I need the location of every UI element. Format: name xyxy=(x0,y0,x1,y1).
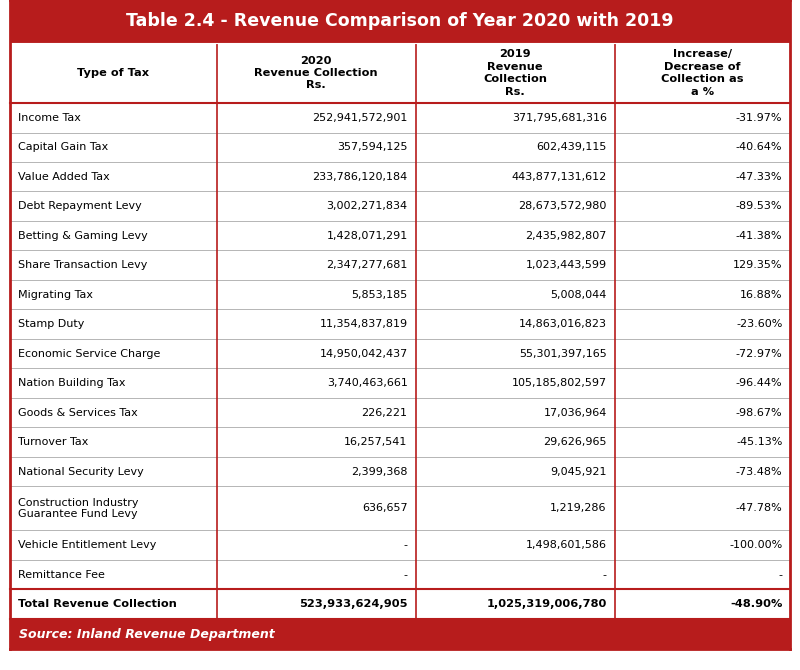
Text: -40.64%: -40.64% xyxy=(736,142,782,152)
Text: Share Transaction Levy: Share Transaction Levy xyxy=(18,260,147,270)
Text: -: - xyxy=(404,540,408,550)
Text: -73.48%: -73.48% xyxy=(736,467,782,477)
Text: -45.13%: -45.13% xyxy=(736,438,782,448)
Bar xyxy=(10,162,790,192)
Text: Migrating Tax: Migrating Tax xyxy=(18,289,93,299)
Text: Capital Gain Tax: Capital Gain Tax xyxy=(18,142,108,152)
Text: Goods & Services Tax: Goods & Services Tax xyxy=(18,408,138,418)
Text: 5,008,044: 5,008,044 xyxy=(550,289,606,299)
Text: 371,795,681,316: 371,795,681,316 xyxy=(512,113,606,123)
Text: Vehicle Entitlement Levy: Vehicle Entitlement Levy xyxy=(18,540,156,550)
Bar xyxy=(10,620,790,649)
Text: -: - xyxy=(602,570,606,580)
Text: 226,221: 226,221 xyxy=(362,408,408,418)
Text: 5,853,185: 5,853,185 xyxy=(351,289,408,299)
Text: 252,941,572,901: 252,941,572,901 xyxy=(312,113,408,123)
Bar xyxy=(10,590,790,620)
Bar xyxy=(10,339,790,368)
Text: 602,439,115: 602,439,115 xyxy=(536,142,606,152)
Text: -47.78%: -47.78% xyxy=(736,503,782,513)
Bar xyxy=(10,0,790,43)
Text: 2,347,277,681: 2,347,277,681 xyxy=(326,260,408,270)
Text: -98.67%: -98.67% xyxy=(736,408,782,418)
Text: -100.00%: -100.00% xyxy=(729,540,782,550)
Text: -41.38%: -41.38% xyxy=(736,230,782,241)
Bar xyxy=(10,43,790,103)
Bar xyxy=(10,221,790,251)
Bar xyxy=(10,280,790,310)
Bar xyxy=(10,398,790,427)
Text: Value Added Tax: Value Added Tax xyxy=(18,172,110,182)
Text: 16,257,541: 16,257,541 xyxy=(344,438,408,448)
Bar xyxy=(10,369,790,398)
Text: 29,626,965: 29,626,965 xyxy=(543,438,606,448)
Text: 2,435,982,807: 2,435,982,807 xyxy=(526,230,606,241)
Text: 9,045,921: 9,045,921 xyxy=(550,467,606,477)
Text: Type of Tax: Type of Tax xyxy=(77,68,149,78)
Text: 2019
Revenue
Collection
Rs.: 2019 Revenue Collection Rs. xyxy=(483,50,547,96)
Bar xyxy=(10,560,790,590)
Text: 636,657: 636,657 xyxy=(362,503,408,513)
Text: 16.88%: 16.88% xyxy=(740,289,782,299)
Text: Source: Inland Revenue Department: Source: Inland Revenue Department xyxy=(19,628,275,641)
Text: Stamp Duty: Stamp Duty xyxy=(18,319,84,329)
Bar xyxy=(10,310,790,339)
Text: 17,036,964: 17,036,964 xyxy=(543,408,606,418)
Text: -89.53%: -89.53% xyxy=(736,201,782,211)
Bar xyxy=(10,427,790,457)
Bar xyxy=(10,486,790,531)
Text: -48.90%: -48.90% xyxy=(730,600,782,610)
Text: 28,673,572,980: 28,673,572,980 xyxy=(518,201,606,211)
Text: 2,399,368: 2,399,368 xyxy=(351,467,408,477)
Text: 3,740,463,661: 3,740,463,661 xyxy=(326,379,408,388)
Text: Table 2.4 - Revenue Comparison of Year 2020 with 2019: Table 2.4 - Revenue Comparison of Year 2… xyxy=(126,13,674,31)
Text: 11,354,837,819: 11,354,837,819 xyxy=(319,319,408,329)
Text: 1,219,286: 1,219,286 xyxy=(550,503,606,513)
Text: 105,185,802,597: 105,185,802,597 xyxy=(511,379,606,388)
Text: Turnover Tax: Turnover Tax xyxy=(18,438,88,448)
Text: Economic Service Charge: Economic Service Charge xyxy=(18,349,160,358)
Text: -96.44%: -96.44% xyxy=(736,379,782,388)
Text: 523,933,624,905: 523,933,624,905 xyxy=(299,600,408,610)
Text: 3,002,271,834: 3,002,271,834 xyxy=(326,201,408,211)
Bar xyxy=(10,457,790,486)
Text: -23.60%: -23.60% xyxy=(736,319,782,329)
Text: Construction Industry
Guarantee Fund Levy: Construction Industry Guarantee Fund Lev… xyxy=(18,498,138,519)
Text: 1,025,319,006,780: 1,025,319,006,780 xyxy=(486,600,606,610)
Text: Betting & Gaming Levy: Betting & Gaming Levy xyxy=(18,230,147,241)
Text: Nation Building Tax: Nation Building Tax xyxy=(18,379,125,388)
Text: Remittance Fee: Remittance Fee xyxy=(18,570,105,580)
Text: 14,950,042,437: 14,950,042,437 xyxy=(319,349,408,358)
Text: 2020
Revenue Collection
Rs.: 2020 Revenue Collection Rs. xyxy=(254,56,378,90)
Bar xyxy=(10,192,790,221)
Text: -72.97%: -72.97% xyxy=(736,349,782,358)
Bar xyxy=(10,531,790,560)
Text: Increase/
Decrease of
Collection as
a %: Increase/ Decrease of Collection as a % xyxy=(662,50,744,96)
Bar xyxy=(10,103,790,133)
Text: 14,863,016,823: 14,863,016,823 xyxy=(518,319,606,329)
Bar xyxy=(10,251,790,280)
Text: 357,594,125: 357,594,125 xyxy=(337,142,408,152)
Text: Income Tax: Income Tax xyxy=(18,113,81,123)
Text: -31.97%: -31.97% xyxy=(736,113,782,123)
Text: Total Revenue Collection: Total Revenue Collection xyxy=(18,600,177,610)
Text: 233,786,120,184: 233,786,120,184 xyxy=(312,172,408,182)
Text: 1,428,071,291: 1,428,071,291 xyxy=(326,230,408,241)
Text: -47.33%: -47.33% xyxy=(736,172,782,182)
Text: 1,023,443,599: 1,023,443,599 xyxy=(526,260,606,270)
Text: 129.35%: 129.35% xyxy=(733,260,782,270)
Bar xyxy=(10,133,790,162)
Text: -: - xyxy=(778,570,782,580)
Text: -: - xyxy=(404,570,408,580)
Text: Debt Repayment Levy: Debt Repayment Levy xyxy=(18,201,142,211)
Text: 55,301,397,165: 55,301,397,165 xyxy=(519,349,606,358)
Text: 1,498,601,586: 1,498,601,586 xyxy=(526,540,606,550)
Text: 443,877,131,612: 443,877,131,612 xyxy=(511,172,606,182)
Text: National Security Levy: National Security Levy xyxy=(18,467,143,477)
